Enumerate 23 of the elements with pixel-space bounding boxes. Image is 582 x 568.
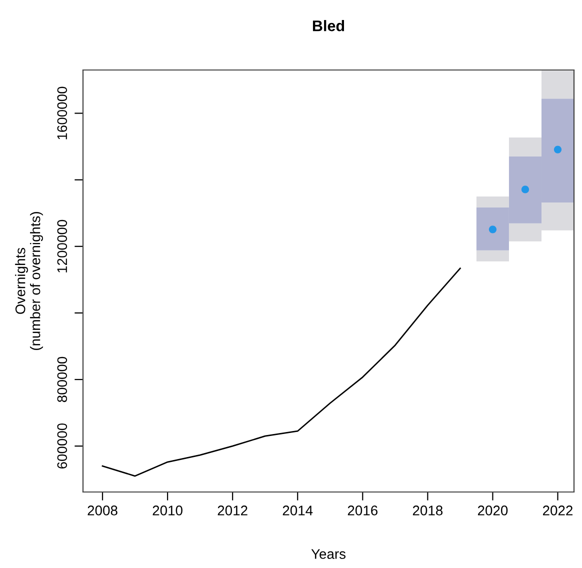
x-tick-label: 2012 (218, 506, 248, 516)
x-tick-label: 2022 (542, 506, 572, 516)
bar (541, 70, 574, 99)
x-tick-label: 2008 (88, 506, 118, 516)
line-series (102, 268, 461, 477)
point (521, 186, 530, 194)
y-tick-label: 600000 (57, 423, 68, 469)
point (554, 146, 562, 154)
x-tick-label: 2010 (152, 506, 182, 516)
y-tick-label: 1200000 (57, 220, 68, 272)
y-tick-label: 800000 (57, 356, 68, 402)
x-tick-label: 2018 (412, 506, 443, 516)
x-tick-label: 2020 (478, 506, 508, 516)
x-tick-label: 2016 (348, 506, 378, 516)
chart-title: Bled (312, 20, 344, 32)
x-tick-label: 2014 (282, 506, 313, 516)
bar (508, 138, 542, 157)
y-axis-title: Overnights (number of overnights) (15, 212, 43, 350)
y-tick-label: 1600000 (57, 86, 68, 140)
bar (476, 250, 509, 262)
point (488, 226, 497, 234)
x-axis-title: Years (311, 549, 346, 559)
bar (476, 196, 509, 208)
